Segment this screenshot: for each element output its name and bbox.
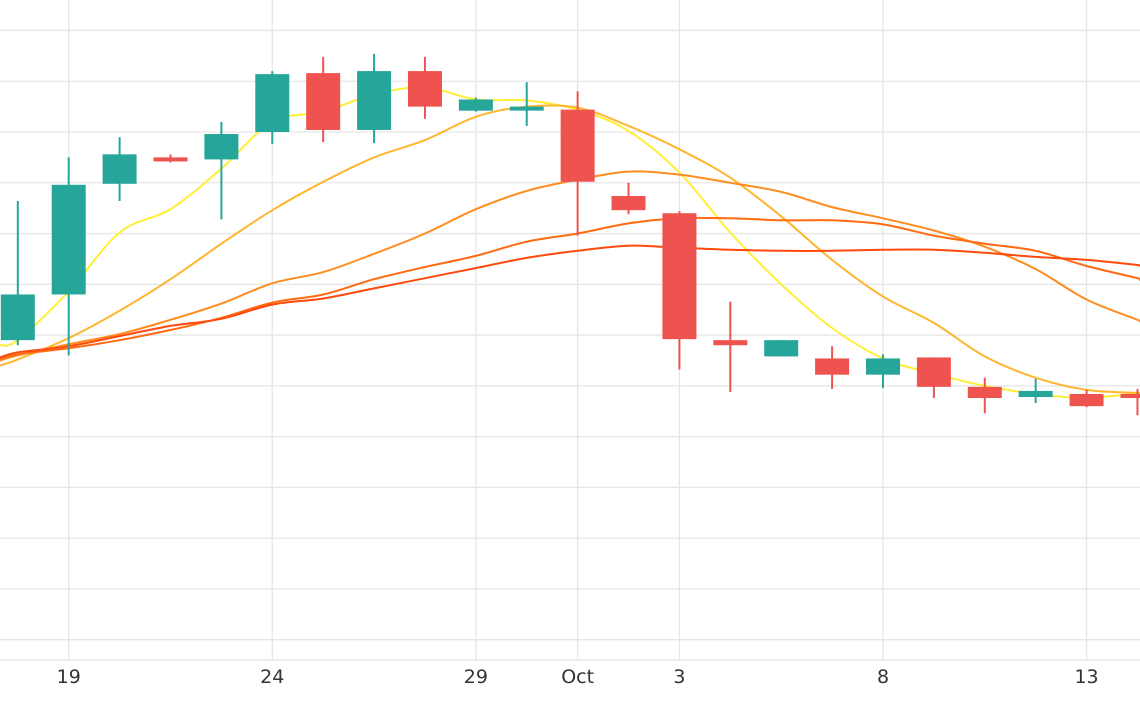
candle <box>204 121 239 220</box>
candle-body <box>611 195 646 211</box>
candle-body <box>916 357 951 387</box>
candle <box>560 91 595 236</box>
candle <box>51 157 86 356</box>
candle <box>662 211 697 370</box>
candle-body <box>662 213 697 340</box>
candle <box>458 97 493 112</box>
candle <box>306 56 341 143</box>
candle-body <box>509 106 544 111</box>
candle-body <box>764 340 799 357</box>
candle <box>713 301 748 392</box>
candle <box>102 137 137 202</box>
candle <box>967 377 1002 414</box>
candle <box>1069 389 1104 408</box>
x-tick-label: 29 <box>464 666 488 688</box>
candle-body <box>407 71 442 107</box>
candle-body <box>560 109 595 182</box>
candle <box>764 340 799 357</box>
candle-body <box>153 157 188 162</box>
candle <box>916 357 951 399</box>
candle-body <box>255 74 290 132</box>
moving-average-line-3 <box>0 170 1140 362</box>
candle-body <box>865 358 900 375</box>
candle <box>815 346 850 389</box>
moving-average-line-4 <box>0 216 1140 361</box>
candle-body <box>967 386 1002 399</box>
x-tick-label: 19 <box>57 666 81 688</box>
candle <box>611 182 646 215</box>
candle-body <box>713 340 748 346</box>
x-tick-label: 3 <box>673 666 685 688</box>
candle-body <box>1069 393 1104 407</box>
candle <box>153 154 188 163</box>
candles <box>0 53 1140 416</box>
candle-body <box>1120 393 1140 399</box>
candle <box>1120 388 1140 416</box>
candle-body <box>357 71 392 130</box>
x-tick-label: 8 <box>877 666 889 688</box>
candle-body <box>815 358 850 375</box>
x-tick-label: 13 <box>1074 666 1098 688</box>
candle <box>255 71 290 145</box>
candle-body <box>0 294 35 341</box>
candle-body <box>306 73 341 130</box>
x-tick-label: Oct <box>561 666 594 688</box>
candle <box>865 354 900 388</box>
candle-body <box>102 154 137 184</box>
x-tick-label: 24 <box>260 666 284 688</box>
candle-body <box>51 184 86 295</box>
candle <box>1018 378 1053 404</box>
candle-body <box>204 134 239 160</box>
moving-average-line-5 <box>0 244 1140 359</box>
candle-body <box>1018 390 1053 398</box>
candle <box>509 82 544 126</box>
candle <box>0 201 35 346</box>
candle-body <box>458 99 493 111</box>
candle <box>357 53 392 144</box>
x-axis: 19 24 29 Oct 3 8 13 <box>57 666 1099 688</box>
candle <box>407 56 442 119</box>
